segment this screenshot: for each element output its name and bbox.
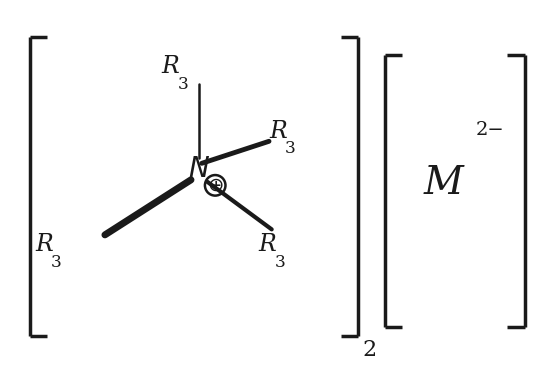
Text: 2−: 2− bbox=[476, 121, 505, 139]
Text: 3: 3 bbox=[51, 254, 62, 271]
Text: 3: 3 bbox=[274, 254, 285, 271]
Text: ⊕: ⊕ bbox=[207, 176, 223, 195]
Text: 3: 3 bbox=[178, 76, 188, 93]
Text: R: R bbox=[161, 55, 179, 79]
Text: 2: 2 bbox=[362, 339, 376, 361]
Text: R: R bbox=[35, 233, 53, 257]
Text: 3: 3 bbox=[285, 140, 296, 157]
Text: R: R bbox=[258, 233, 276, 257]
Text: R: R bbox=[269, 120, 287, 143]
Text: N: N bbox=[189, 155, 209, 183]
Text: M: M bbox=[424, 165, 464, 202]
